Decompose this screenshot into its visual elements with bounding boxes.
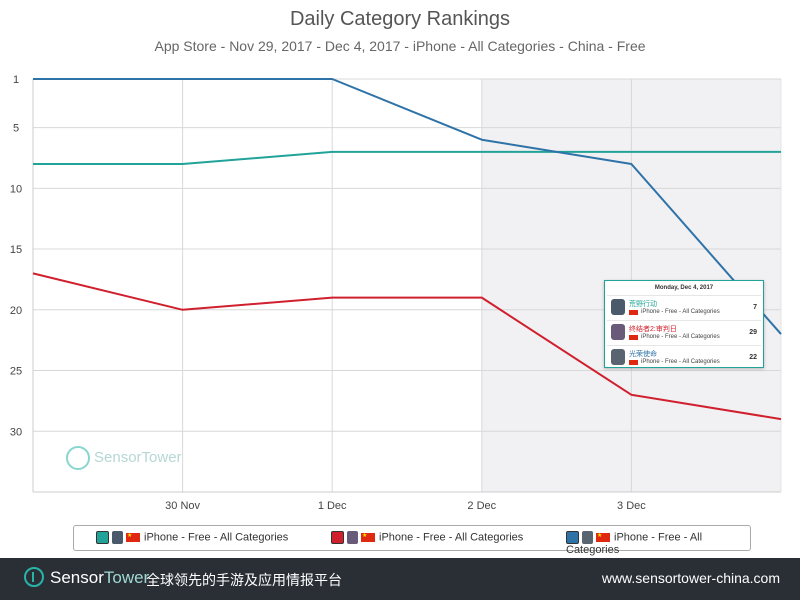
chart-subtitle: App Store - Nov 29, 2017 - Dec 4, 2017 -…	[154, 38, 646, 54]
legend-swatch	[96, 531, 109, 544]
chart-title: Daily Category Rankings	[289, 8, 511, 30]
series-line	[33, 150, 781, 166]
brand-part-b: Tower	[103, 568, 150, 587]
app-icon	[611, 349, 625, 365]
x-tick-label: 3 Dec	[617, 500, 646, 512]
china-flag-icon	[629, 335, 638, 340]
y-tick-label: 5	[13, 123, 19, 135]
y-tick-label: 1	[13, 74, 19, 86]
legend-item[interactable]: iPhone - Free - All Categories	[96, 531, 288, 545]
chart-legend: iPhone - Free - All Categories iPhone - …	[73, 525, 751, 556]
china-flag-icon	[361, 533, 375, 542]
tooltip-category: iPhone - Free - All Categories	[641, 309, 720, 315]
legend-label: iPhone - Free - All Categories	[144, 531, 289, 544]
legend-item[interactable]: iPhone - Free - All Categories	[566, 531, 750, 556]
china-flag-icon	[629, 360, 638, 365]
app-icon	[582, 531, 593, 544]
app-icon	[611, 324, 625, 340]
china-flag-icon	[629, 310, 638, 315]
tooltip-category: iPhone - Free - All Categories	[641, 334, 720, 340]
x-tick-label: 1 Dec	[318, 500, 347, 512]
china-flag-icon	[596, 533, 610, 542]
app-icon	[347, 531, 358, 544]
y-tick-label: 25	[10, 366, 22, 378]
footer-bar: SensorTower 全球领先的手游及应用情报平台 www.sensortow…	[0, 558, 800, 600]
chart-tooltip: Monday, Dec 4, 2017 荒野行动 iPhone - Free -…	[604, 280, 764, 368]
y-tick-label: 10	[10, 183, 22, 195]
legend-item[interactable]: iPhone - Free - All Categories	[331, 531, 523, 545]
tooltip-app-name: 终结者2:审判日	[629, 326, 677, 333]
tooltip-rank: 22	[749, 354, 757, 361]
tooltip-row: 荒野行动 iPhone - Free - All Categories 7	[607, 295, 761, 320]
y-tick-label: 30	[10, 426, 22, 438]
x-tick-label: 2 Dec	[467, 500, 496, 512]
tooltip-row: 终结者2:审判日 iPhone - Free - All Categories …	[607, 320, 761, 345]
watermark-text: SensorTower	[94, 449, 182, 466]
footer-url[interactable]: www.sensortower-china.com	[601, 570, 780, 586]
series-line	[32, 272, 782, 421]
y-tick-label: 15	[10, 244, 22, 256]
y-tick-label: 20	[10, 305, 22, 317]
sensortower-logo-icon	[66, 446, 90, 470]
x-tick-label: 30 Nov	[165, 500, 200, 512]
app-icon	[611, 299, 625, 315]
tooltip-app-name: 光荣使命	[629, 351, 657, 358]
tooltip-category: iPhone - Free - All Categories	[641, 359, 720, 365]
tooltip-rank: 7	[753, 304, 757, 311]
legend-label: iPhone - Free - All Categories	[566, 531, 703, 557]
tooltip-rank: 29	[749, 329, 757, 336]
legend-label: iPhone - Free - All Categories	[379, 531, 524, 544]
china-flag-icon	[126, 533, 140, 542]
tooltip-app-name: 荒野行动	[629, 301, 657, 308]
app-icon	[112, 531, 123, 544]
sensortower-logo-icon	[24, 567, 44, 587]
footer-tagline: 全球领先的手游及应用情报平台	[146, 572, 342, 588]
brand-part-a: Sensor	[50, 568, 104, 587]
legend-swatch	[566, 531, 579, 544]
legend-swatch	[331, 531, 344, 544]
tooltip-date: Monday, Dec 4, 2017	[654, 285, 714, 291]
footer-brand: SensorTower	[50, 568, 149, 588]
tooltip-row: 光荣使命 iPhone - Free - All Categories 22	[607, 345, 761, 370]
series-line	[33, 78, 782, 335]
